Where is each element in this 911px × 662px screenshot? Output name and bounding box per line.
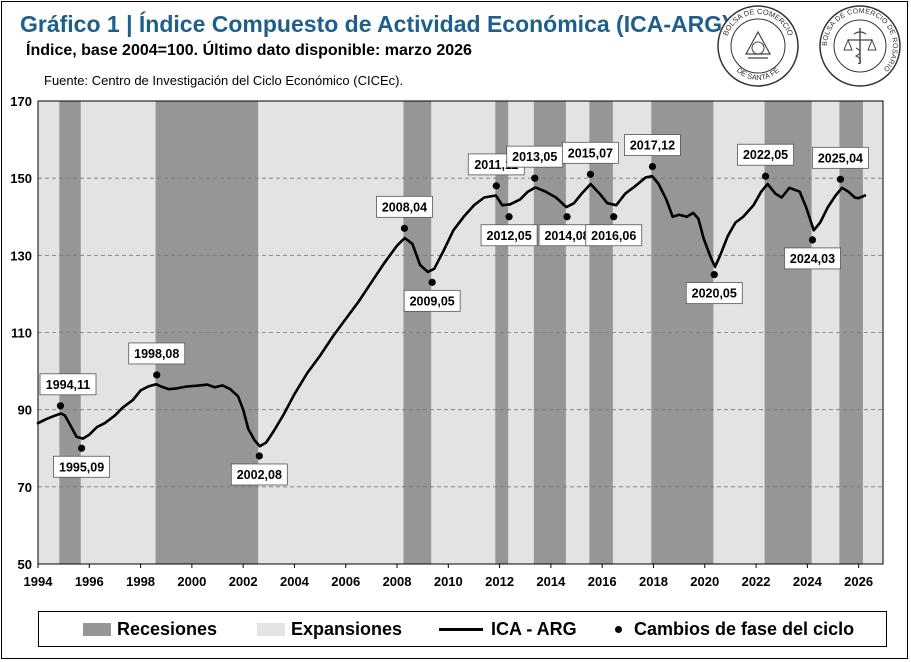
dot-swatch — [615, 625, 622, 633]
phase-change-label-box-2 — [53, 455, 110, 478]
legend-expansions-label: Expansiones — [291, 618, 403, 639]
y-tick-label-110: 110 — [11, 326, 32, 341]
x-tick-label-2006: 2006 — [331, 574, 360, 589]
phase-change-dot-15 — [761, 172, 770, 180]
legend-dots: Cambios de fase del ciclo — [615, 612, 854, 646]
phase-change-label-16: 2024,03 — [790, 252, 835, 266]
phase-change-label-11: 2015,07 — [568, 146, 613, 160]
phase-change-label-10: 2014,08 — [544, 229, 589, 243]
legend-dots-label: Cambios de fase del ciclo — [634, 618, 855, 639]
phase-change-label-4: 2002,08 — [237, 468, 282, 482]
legend-line-label: ICA - ARG — [491, 618, 577, 639]
chart-title: Gráfico 1 | Índice Compuesto de Activida… — [20, 11, 737, 37]
phase-change-dot-16 — [808, 236, 817, 244]
phase-change-label-box-17 — [812, 146, 869, 169]
phase-change-label-box-12 — [585, 224, 643, 247]
phase-change-dot-5 — [400, 224, 409, 232]
phase-change-label-box-11 — [561, 141, 619, 164]
y-tick-label-150: 150 — [10, 171, 32, 186]
phase-change-label-12: 2016,06 — [591, 229, 636, 243]
legend-expansions: Expansiones — [257, 612, 402, 646]
recession-band-1 — [59, 101, 81, 564]
phase-change-dot-17 — [836, 175, 845, 183]
phase-change-label-6: 2009,05 — [410, 294, 455, 308]
phase-change-dot-13 — [648, 162, 657, 171]
phase-change-label-box-3 — [128, 342, 186, 365]
x-tick-label-2000: 2000 — [177, 574, 206, 589]
x-tick-label-2016: 2016 — [588, 574, 617, 589]
y-tick-label-90: 90 — [18, 403, 32, 418]
phase-change-label-2: 1995,09 — [59, 460, 104, 474]
phase-change-dot-11 — [586, 170, 594, 178]
x-tick-label-2012: 2012 — [485, 574, 514, 589]
phase-change-dot-10 — [563, 213, 571, 221]
phase-change-label-box-16 — [784, 247, 841, 270]
legend-recessions: Recesiones — [83, 612, 217, 646]
phase-change-dot-8 — [505, 213, 513, 221]
phase-change-label-box-6 — [403, 289, 461, 312]
x-tick-label-2014: 2014 — [536, 574, 566, 589]
phase-change-dot-12 — [610, 213, 618, 221]
phase-change-label-13: 2017,12 — [630, 139, 675, 153]
phase-change-dot-7 — [492, 182, 500, 190]
chart-source: Fuente: Centro de Investigación del Cicl… — [44, 73, 404, 88]
recession-swatch — [83, 622, 111, 636]
phase-change-label-9: 2013,05 — [512, 150, 557, 164]
expansion-swatch — [257, 622, 285, 636]
phase-change-label-14: 2020,05 — [692, 287, 737, 301]
x-tick-label-2002: 2002 — [229, 574, 258, 589]
x-tick-label-2022: 2022 — [742, 574, 771, 589]
phase-change-label-box-4 — [230, 463, 288, 486]
bolsa-comercio-rosario-seal: BOLSA DE COMERCIO DE ROSARIO — [819, 5, 901, 87]
phase-change-label-8: 2012,05 — [487, 229, 532, 243]
y-tick-label-50: 50 — [18, 557, 32, 572]
phase-change-dot-14 — [710, 271, 718, 279]
phase-change-dot-1 — [56, 402, 65, 410]
phase-change-label-3: 1998,08 — [134, 347, 179, 361]
chart-legend: Recesiones Expansiones ICA - ARG Cambios… — [38, 611, 887, 647]
phase-change-label-15: 2022,05 — [743, 148, 788, 162]
phase-change-dot-6 — [428, 278, 436, 286]
y-tick-label-130: 130 — [10, 248, 32, 263]
phase-change-label-box-14 — [685, 282, 743, 305]
plot-border — [37, 100, 884, 565]
y-tick-label-170: 170 — [10, 94, 32, 109]
phase-change-label-box-1 — [39, 373, 97, 396]
phase-change-label-1: 1994,11 — [46, 378, 91, 392]
phase-change-label-box-5 — [376, 195, 433, 218]
phase-change-label-box-8 — [480, 224, 538, 247]
phase-change-dot-9 — [531, 174, 539, 182]
chart-subtitle: Índice, base 2004=100. Último dato dispo… — [26, 42, 472, 59]
bolsa-comercio-santa-fe-seal: BOLSA DE COMERCIO DE SANTA FE — [717, 5, 799, 87]
y-tick-label-70: 70 — [18, 480, 32, 495]
x-tick-label-2024: 2024 — [793, 574, 823, 589]
phase-change-label-5: 2008,04 — [382, 200, 427, 214]
legend-recessions-label: Recesiones — [117, 618, 218, 639]
x-tick-label-1996: 1996 — [75, 574, 104, 589]
x-tick-label-1994: 1994 — [24, 574, 54, 589]
series-line-ica-arg — [36, 174, 867, 448]
x-tick-label-2004: 2004 — [280, 574, 310, 589]
phase-change-label-box-13 — [624, 134, 681, 156]
x-tick-label-2008: 2008 — [383, 574, 412, 589]
phase-change-dot-3 — [153, 371, 161, 379]
x-tick-label-2026: 2026 — [844, 574, 873, 589]
legend-line: ICA - ARG — [439, 612, 577, 646]
phase-change-label-box-15 — [737, 143, 794, 166]
phase-change-dot-2 — [77, 444, 86, 452]
x-tick-label-2018: 2018 — [639, 574, 668, 589]
phase-change-dot-4 — [255, 452, 263, 460]
x-tick-label-1998: 1998 — [126, 574, 155, 589]
x-tick-label-2010: 2010 — [434, 574, 463, 589]
line-swatch — [439, 627, 483, 631]
x-tick-label-2020: 2020 — [690, 574, 719, 589]
phase-change-label-17: 2025,04 — [818, 151, 863, 165]
